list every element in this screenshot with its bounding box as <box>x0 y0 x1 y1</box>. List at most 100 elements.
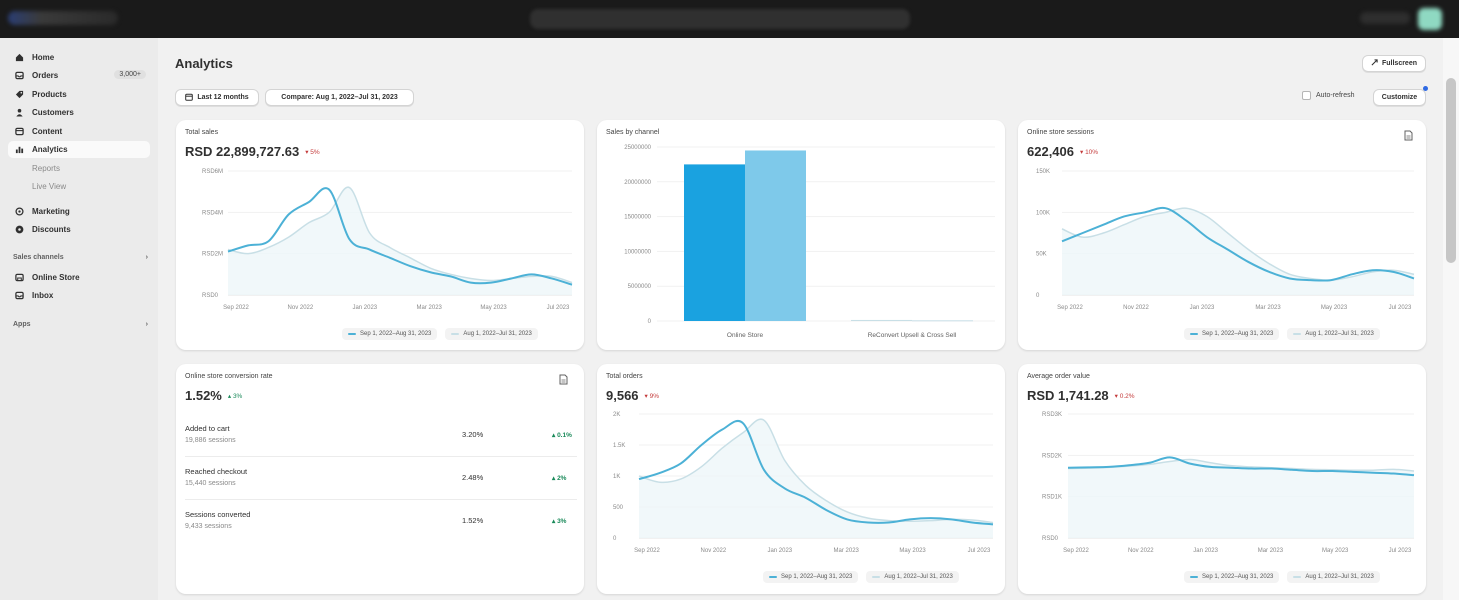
sidebar-item-live-view[interactable]: Live View <box>8 178 150 195</box>
sidebar-item-home[interactable]: Home <box>8 49 150 66</box>
series-line-current[interactable] <box>1061 206 1415 282</box>
y-tick-label: 10000000 <box>624 249 651 255</box>
x-tick-label: Jan 2023 <box>767 548 792 554</box>
chevron-right-icon: › <box>145 254 148 261</box>
series-line-current[interactable] <box>638 419 994 526</box>
orders-value: 9,566 <box>606 388 639 403</box>
x-tick-label: Sep 2022 <box>1063 548 1089 554</box>
sidebar-item-label: Live View <box>32 182 67 191</box>
total-sales-change: ▾ 5% <box>305 148 320 156</box>
card-title: Online store sessions <box>1027 129 1094 136</box>
card-value: 9,566 ▾ 9% <box>606 388 659 403</box>
customize-button[interactable]: Customize <box>1373 89 1426 106</box>
apps-section[interactable]: Apps › <box>13 321 148 328</box>
scrollbar-thumb[interactable] <box>1446 78 1456 263</box>
sidebar-item-marketing[interactable]: Marketing <box>8 203 150 220</box>
legend-previous[interactable]: Aug 1, 2022–Jul 31, 2023 <box>866 571 959 583</box>
store-icon <box>14 273 24 283</box>
legend-previous[interactable]: Aug 1, 2022–Jul 31, 2023 <box>1287 328 1380 340</box>
sidebar-item-customers[interactable]: Customers <box>8 104 150 121</box>
sidebar-item-inbox[interactable]: Inbox <box>8 287 150 304</box>
series-line-current[interactable] <box>227 187 573 286</box>
legend-current[interactable]: Sep 1, 2022–Aug 31, 2023 <box>1184 328 1280 340</box>
legend-label: Sep 1, 2022–Aug 31, 2023 <box>1202 331 1274 337</box>
y-tick-label: RSD2K <box>1042 453 1062 459</box>
bar[interactable] <box>745 150 806 321</box>
date-range-button[interactable]: Last 12 months <box>175 89 259 106</box>
calendar-icon <box>185 93 194 103</box>
total-sales-card[interactable]: Total sales RSD 22,899,727.63 ▾ 5% RSD0 R… <box>176 120 584 350</box>
series-area <box>1068 459 1414 538</box>
bar[interactable] <box>684 164 745 321</box>
x-tick-label: Jul 2023 <box>547 305 570 311</box>
funnel-percent: 1.52% <box>462 516 484 525</box>
aov-value: RSD 1,741.28 <box>1027 388 1109 403</box>
x-tick-label: Nov 2022 <box>701 548 727 554</box>
bar[interactable] <box>851 319 912 321</box>
sales-by-channel-card[interactable]: Sales by channel 0 5000000 10000000 1500000… <box>597 120 1005 350</box>
sidebar-item-orders[interactable]: Orders 3,000+ <box>8 67 150 84</box>
y-tick-label: 500 <box>613 505 624 511</box>
series-area <box>228 187 572 295</box>
avatar[interactable] <box>1418 8 1442 30</box>
sidebar-item-online-store[interactable]: Online Store <box>8 269 150 286</box>
top-bar-actions[interactable] <box>1360 12 1410 24</box>
document-icon[interactable] <box>1404 130 1413 141</box>
y-tick-label: 2K <box>613 412 620 418</box>
sales-channels-section[interactable]: Sales channels › <box>13 254 148 261</box>
legend-current[interactable]: Sep 1, 2022–Aug 31, 2023 <box>342 328 438 340</box>
aov-change: ▾ 0.2% <box>1114 392 1135 400</box>
series-line-current[interactable] <box>1067 456 1415 477</box>
sidebar-item-reports[interactable]: Reports <box>8 160 150 177</box>
sessions-card[interactable]: Online store sessions 622,406 ▾ 10% 0 50K… <box>1018 120 1426 350</box>
x-tick-label: Jul 2023 <box>1389 305 1412 311</box>
legend-swatch <box>451 333 460 335</box>
y-tick-label: RSD0 <box>202 293 219 299</box>
bar[interactable] <box>912 320 973 322</box>
auto-refresh-toggle[interactable]: Auto-refresh <box>1302 91 1355 100</box>
store-logo[interactable] <box>8 11 118 25</box>
auto-refresh-checkbox[interactable] <box>1302 91 1311 100</box>
aov-card[interactable]: Average order value RSD 1,741.28 ▾ 0.2% … <box>1018 364 1426 594</box>
legend-current[interactable]: Sep 1, 2022–Aug 31, 2023 <box>1184 571 1280 583</box>
fullscreen-label: Fullscreen <box>1381 60 1417 67</box>
total-orders-card[interactable]: Total orders 9,566 ▾ 9% 0 500 1K 1.5K 2K Sep … <box>597 364 1005 594</box>
legend-previous[interactable]: Aug 1, 2022–Jul 31, 2023 <box>1287 571 1380 583</box>
fullscreen-button[interactable]: Fullscreen <box>1362 55 1426 72</box>
conversion-value: 1.52% <box>185 388 222 403</box>
sidebar-item-label: Home <box>32 53 55 62</box>
card-title: Sales by channel <box>606 129 660 136</box>
sidebar-item-products[interactable]: Products <box>8 86 150 103</box>
chevron-right-icon: › <box>145 321 148 328</box>
series-line-previous[interactable] <box>638 418 994 524</box>
legend-current[interactable]: Sep 1, 2022–Aug 31, 2023 <box>763 571 859 583</box>
conversion-rate-card[interactable]: Online store conversion rate 1.52% ▴ 3% … <box>176 364 584 594</box>
conversion-change: ▴ 3% <box>227 392 243 400</box>
funnel-sessions: 19,886 sessions <box>185 437 236 444</box>
funnel-sessions: 15,440 sessions <box>185 480 236 487</box>
funnel-percent: 3.20% <box>462 430 484 439</box>
y-tick-label: 0 <box>648 319 652 325</box>
sessions-change: ▾ 10% <box>1080 148 1099 156</box>
legend-previous[interactable]: Aug 1, 2022–Jul 31, 2023 <box>445 328 538 340</box>
search-bar[interactable] <box>530 9 910 29</box>
discount-icon <box>14 225 24 235</box>
series-line-previous[interactable] <box>1061 207 1415 281</box>
document-icon[interactable] <box>559 374 568 385</box>
x-tick-label: Mar 2023 <box>834 548 860 554</box>
y-tick-label: 0 <box>613 536 617 542</box>
y-tick-label: 50K <box>1036 252 1047 258</box>
page-scrollbar[interactable] <box>1443 38 1459 600</box>
sessions-chart: 0 50K 100K 150K Sep 2022 Nov 2022 Jan 2023 Mar … <box>1036 169 1415 311</box>
y-tick-label: 0 <box>1036 293 1040 299</box>
compare-button[interactable]: Compare: Aug 1, 2022–Jul 31, 2023 <box>265 89 414 106</box>
sidebar-item-content[interactable]: Content <box>8 123 150 140</box>
sidebar-item-label: Orders <box>32 71 59 80</box>
sidebar-item-label: Content <box>32 127 63 136</box>
sidebar-item-analytics[interactable]: Analytics <box>8 141 150 158</box>
customize-label: Customize <box>1381 94 1418 101</box>
legend-label: Aug 1, 2022–Jul 31, 2023 <box>463 331 532 337</box>
legend-label: Aug 1, 2022–Jul 31, 2023 <box>884 574 953 580</box>
sidebar-item-discounts[interactable]: Discounts <box>8 221 150 238</box>
funnel-label: Added to cart <box>185 424 230 433</box>
